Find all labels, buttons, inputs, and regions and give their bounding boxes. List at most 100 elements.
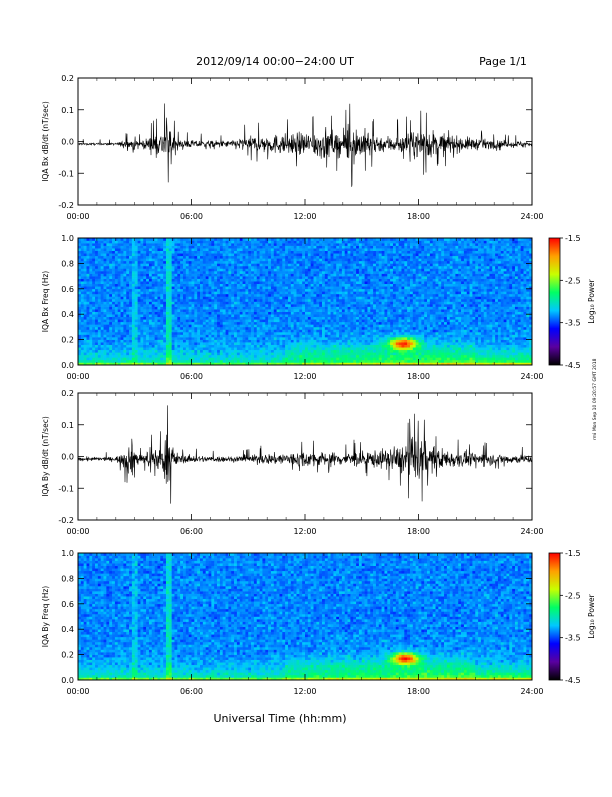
heatmap-cell <box>155 276 158 279</box>
heatmap-cell <box>84 263 87 266</box>
heatmap-cell <box>143 276 146 279</box>
heatmap-cell <box>311 312 314 315</box>
heatmap-cell <box>87 253 90 256</box>
heatmap-cell <box>353 299 356 302</box>
heatmap-cell <box>305 307 308 310</box>
heatmap-cell <box>157 314 160 317</box>
heatmap-cell <box>328 309 331 312</box>
heatmap-cell <box>342 319 345 322</box>
heatmap-cell <box>274 271 277 274</box>
heatmap-cell <box>87 322 90 325</box>
heatmap-cell <box>322 248 325 251</box>
heatmap-cell <box>81 307 84 310</box>
heatmap-cell <box>285 357 288 360</box>
heatmap-cell <box>106 322 109 325</box>
heatmap-cell <box>231 241 234 244</box>
heatmap-cell <box>121 352 124 355</box>
heatmap-cell <box>302 266 305 269</box>
heatmap-cell <box>277 271 280 274</box>
heatmap-cell <box>291 340 294 343</box>
heatmap-cell <box>101 256 104 259</box>
heatmap-cell <box>157 241 160 244</box>
heatmap-cell <box>302 248 305 251</box>
heatmap-cell <box>192 289 195 292</box>
heatmap-cell <box>118 253 121 256</box>
heatmap-cell <box>101 289 104 292</box>
heatmap-cell <box>129 251 132 254</box>
heatmap-cell <box>342 246 345 249</box>
heatmap-cell <box>157 332 160 335</box>
heatmap-cell <box>180 243 183 246</box>
heatmap-cell <box>294 289 297 292</box>
heatmap-cell <box>296 352 299 355</box>
heatmap-cell <box>129 319 132 322</box>
heatmap-cell <box>299 304 302 307</box>
heatmap-cell <box>101 271 104 274</box>
heatmap-cell <box>285 345 288 348</box>
heatmap-cell <box>342 360 345 363</box>
heatmap-cell <box>112 294 115 297</box>
heatmap-cell <box>279 302 282 305</box>
heatmap-cell <box>81 347 84 350</box>
heatmap-cell <box>220 317 223 320</box>
heatmap-cell <box>350 342 353 345</box>
heatmap-cell <box>302 294 305 297</box>
heatmap-cell <box>220 241 223 244</box>
heatmap-cell <box>223 276 226 279</box>
heatmap-cell <box>146 302 149 305</box>
heatmap-cell <box>262 241 265 244</box>
heatmap-cell <box>296 332 299 335</box>
heatmap-cell <box>336 327 339 330</box>
heatmap-cell <box>311 263 314 266</box>
heatmap-cell <box>166 309 169 312</box>
heatmap-cell <box>279 289 282 292</box>
heatmap-cell <box>192 337 195 340</box>
heatmap-cell <box>174 355 177 358</box>
heatmap-cell <box>308 286 311 289</box>
heatmap-cell <box>140 352 143 355</box>
heatmap-cell <box>177 246 180 249</box>
heatmap-cell <box>140 246 143 249</box>
heatmap-cell <box>183 266 186 269</box>
heatmap-cell <box>345 289 348 292</box>
heatmap-cell <box>260 246 263 249</box>
heatmap-cell <box>350 286 353 289</box>
heatmap-cell <box>206 291 209 294</box>
heatmap-cell <box>336 291 339 294</box>
heatmap-cell <box>282 274 285 277</box>
heatmap-cell <box>186 296 189 299</box>
heatmap-cell <box>203 253 206 256</box>
heatmap-cell <box>89 263 92 266</box>
heatmap-cell <box>174 345 177 348</box>
heatmap-cell <box>112 253 115 256</box>
heatmap-cell <box>84 307 87 310</box>
heatmap-cell <box>217 263 220 266</box>
heatmap-cell <box>106 304 109 307</box>
heatmap-cell <box>206 340 209 343</box>
heatmap-cell <box>243 322 246 325</box>
heatmap-cell <box>121 243 124 246</box>
heatmap-cell <box>87 266 90 269</box>
heatmap-cell <box>177 335 180 338</box>
heatmap-cell <box>189 327 192 330</box>
heatmap-cell <box>316 281 319 284</box>
heatmap-cell <box>299 345 302 348</box>
heatmap-cell <box>121 307 124 310</box>
heatmap-cell <box>217 360 220 363</box>
heatmap-cell <box>189 296 192 299</box>
heatmap-cell <box>288 286 291 289</box>
heatmap-cell <box>314 261 317 264</box>
heatmap-cell <box>155 312 158 315</box>
heatmap-cell <box>183 294 186 297</box>
heatmap-cell <box>163 324 166 327</box>
heatmap-cell <box>203 319 206 322</box>
heatmap-cell <box>169 271 172 274</box>
heatmap-cell <box>92 335 95 338</box>
heatmap-cell <box>348 312 351 315</box>
heatmap-cell <box>95 281 98 284</box>
heatmap-cell <box>262 352 265 355</box>
heatmap-cell <box>268 302 271 305</box>
heatmap-cell <box>277 302 280 305</box>
heatmap-cell <box>132 279 135 282</box>
